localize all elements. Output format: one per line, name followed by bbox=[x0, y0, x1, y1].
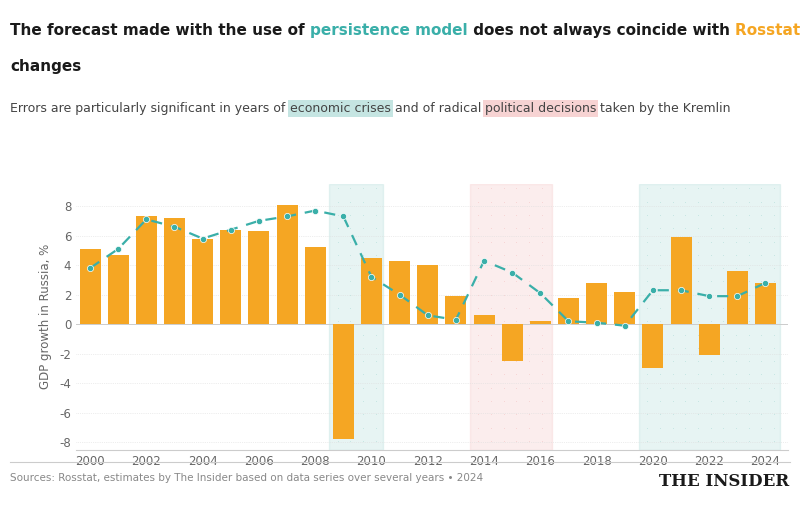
Text: changes: changes bbox=[10, 59, 82, 74]
Bar bbox=[108, 255, 129, 324]
Bar bbox=[277, 204, 298, 324]
Bar bbox=[220, 230, 242, 324]
Bar bbox=[642, 324, 663, 368]
Bar bbox=[639, 184, 779, 450]
Bar bbox=[136, 217, 157, 324]
Text: economic crises: economic crises bbox=[290, 102, 390, 115]
Bar bbox=[726, 271, 748, 324]
Text: political decisions: political decisions bbox=[485, 102, 596, 115]
Bar bbox=[164, 218, 185, 324]
Bar bbox=[502, 324, 522, 361]
Text: Sources: Rosstat, estimates by The Insider based on data series over several yea: Sources: Rosstat, estimates by The Insid… bbox=[10, 473, 483, 483]
Bar bbox=[698, 324, 720, 355]
Bar bbox=[333, 324, 354, 439]
Bar bbox=[474, 315, 494, 324]
Y-axis label: GDP growth in Russia, %: GDP growth in Russia, % bbox=[39, 244, 52, 389]
Bar bbox=[670, 237, 692, 324]
Text: persistence model: persistence model bbox=[310, 23, 468, 38]
Text: The forecast made with the use of: The forecast made with the use of bbox=[10, 23, 310, 38]
Bar bbox=[418, 265, 438, 324]
Bar bbox=[192, 239, 213, 324]
Text: Errors are particularly significant in years of: Errors are particularly significant in y… bbox=[10, 102, 290, 115]
Text: taken by the Kremlin: taken by the Kremlin bbox=[597, 102, 731, 115]
Bar bbox=[389, 261, 410, 324]
Text: THE INSIDER: THE INSIDER bbox=[659, 473, 790, 490]
Bar bbox=[586, 283, 607, 324]
Bar bbox=[530, 321, 551, 324]
Bar bbox=[558, 297, 579, 324]
Bar bbox=[248, 231, 270, 324]
Bar bbox=[79, 249, 101, 324]
Bar bbox=[305, 247, 326, 324]
Bar bbox=[446, 296, 466, 324]
Bar bbox=[361, 258, 382, 324]
Bar bbox=[470, 184, 552, 450]
Text: Rosstat’s data: Rosstat’s data bbox=[735, 23, 800, 38]
Text: does not always coincide with: does not always coincide with bbox=[468, 23, 735, 38]
Text: and of radical: and of radical bbox=[390, 102, 485, 115]
Bar bbox=[330, 184, 382, 450]
Bar bbox=[755, 283, 776, 324]
Bar bbox=[614, 292, 635, 324]
